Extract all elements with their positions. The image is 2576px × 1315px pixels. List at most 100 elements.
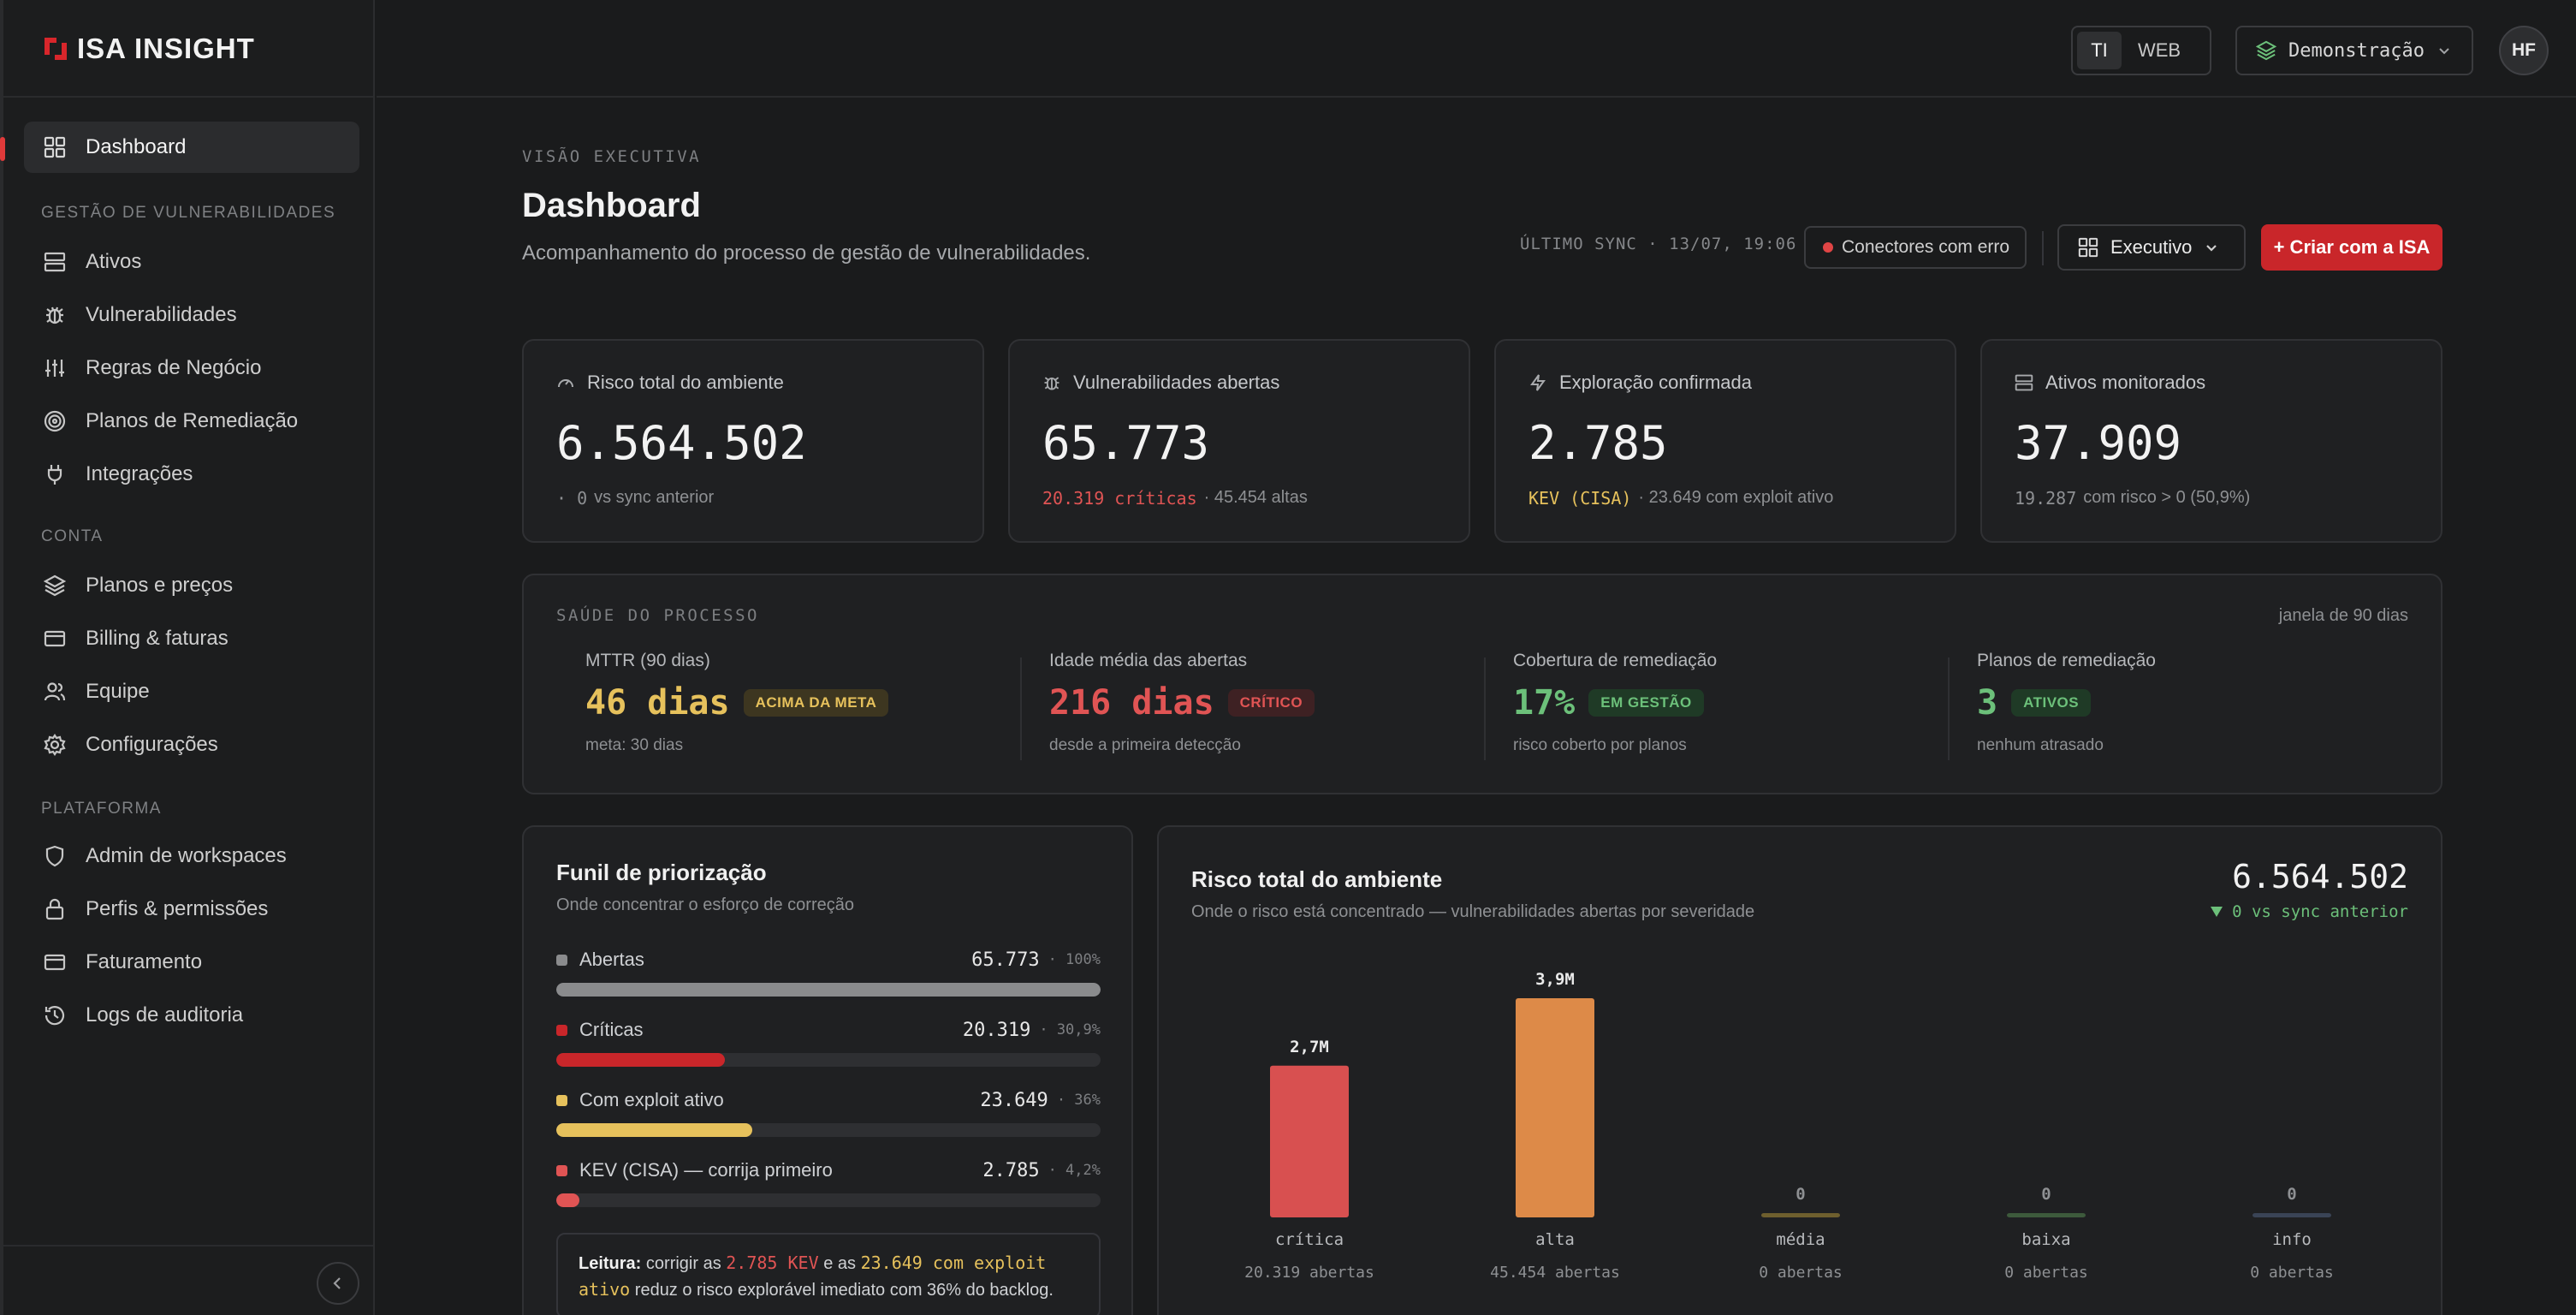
sidebar-item-planos-precos[interactable]: Planos e preços	[24, 560, 359, 611]
sliders-icon	[43, 356, 67, 380]
kpi-label: Risco total do ambiente	[556, 372, 784, 394]
sidebar-item-logs[interactable]: Logs de auditoria	[24, 990, 359, 1041]
sidebar-item-label: Billing & faturas	[86, 627, 229, 650]
risk-subtitle: Onde o risco está concentrado — vulnerab…	[1191, 902, 1755, 921]
sidebar-item-billing[interactable]: Billing & faturas	[24, 613, 359, 664]
category-label: crítica	[1275, 1230, 1344, 1249]
kpi-card-vulnerabilities[interactable]: Vulnerabilidades abertas 65.773 20.319 c…	[1008, 339, 1470, 543]
kpi-label-text: Ativos monitorados	[2045, 372, 2206, 393]
health-item-value: 216 dias	[1049, 683, 1214, 723]
status-badge: ATIVOS	[2011, 689, 2092, 717]
collapse-sidebar-button[interactable]	[317, 1262, 359, 1305]
connectors-error-chip[interactable]: Conectores com erro	[1804, 226, 2027, 269]
module-ti-toggle[interactable]: TI	[2077, 32, 2122, 69]
bar-4[interactable]	[2253, 1213, 2331, 1217]
health-item-sub: meta: 30 dias	[585, 736, 684, 754]
bar-0[interactable]	[1270, 1065, 1349, 1217]
risk-bar-chart: 2,7M crítica 20.319 abertas 3,9M alta 45.454 …	[1244, 970, 2334, 1282]
health-divider	[1484, 658, 1486, 760]
health-coverage: Cobertura de remediação 17% EM GESTÃO ris…	[1513, 651, 1958, 771]
view-selector-label: Executivo	[2110, 236, 2193, 258]
sidebar-item-dashboard[interactable]: Dashboard	[24, 122, 359, 173]
sidebar-item-faturamento[interactable]: Faturamento	[24, 937, 359, 988]
status-badge: ACIMA DA META	[743, 689, 889, 717]
nav-section-title: GESTÃO DE VULNERABILIDADES	[41, 204, 336, 222]
create-with-isa-button[interactable]: + Criar com a ISA	[2261, 224, 2442, 271]
risk-delta-text: 0 vs sync anterior	[2232, 902, 2408, 921]
sidebar-item-equipe[interactable]: Equipe	[24, 666, 359, 717]
category-sublabel: 0 abertas	[2250, 1264, 2334, 1282]
funnel-track	[556, 1123, 1101, 1137]
kpi-value: 65.773	[1042, 416, 1210, 470]
sidebar-item-label: Planos e preços	[86, 574, 234, 597]
sidebar-item-configuracoes[interactable]: Configurações	[24, 719, 359, 771]
bar-1[interactable]	[1516, 998, 1594, 1217]
status-badge: EM GESTÃO	[1588, 689, 1704, 717]
users-icon	[43, 680, 67, 704]
sidebar-item-planos-remediacao[interactable]: Planos de Remediação	[24, 396, 359, 447]
legend-swatch	[556, 954, 567, 966]
sidebar-divider	[3, 1245, 373, 1247]
sidebar-item-ativos[interactable]: Ativos	[24, 236, 359, 288]
nav-section-title: PLATAFORMA	[41, 800, 162, 818]
health-item-value: 3	[1977, 683, 1998, 723]
sidebar-item-regras[interactable]: Regras de Negócio	[24, 342, 359, 394]
funnel-reading: Leitura: corrigir as 2.785 KEV e as 23.6…	[556, 1233, 1101, 1315]
sidebar-item-label: Admin de workspaces	[86, 844, 287, 867]
category-sublabel: 0 abertas	[1759, 1264, 1843, 1282]
view-selector[interactable]: Executivo	[2057, 224, 2246, 271]
gauge-icon	[558, 379, 573, 388]
funnel-row[interactable]: Críticas 20.319 · 30,9%	[556, 1017, 1101, 1067]
layers-icon	[43, 574, 67, 598]
funnel-row-label: Críticas	[579, 1019, 644, 1040]
sidebar-item-vulnerabilidades[interactable]: Vulnerabilidades	[24, 289, 359, 341]
risk-title: Risco total do ambiente	[1191, 866, 1443, 892]
funnel-row[interactable]: Abertas 65.773 · 100%	[556, 947, 1101, 997]
credit-card-icon	[43, 950, 67, 974]
sidebar-item-label: Configurações	[86, 733, 218, 756]
status-badge: CRÍTICO	[1227, 689, 1315, 717]
server-icon	[2015, 374, 2033, 391]
health-item-label: Planos de remediação	[1977, 651, 2156, 670]
reading-text: reduz o risco explorável imediato com 36…	[634, 1281, 1054, 1300]
sidebar-item-integracoes[interactable]: Integrações	[24, 449, 359, 500]
brand-logo[interactable]: ISA INSIGHT	[41, 33, 255, 65]
bar-value-label: 0	[2041, 1185, 2051, 1204]
funnel-row[interactable]: Com exploit ativo 23.649 · 36%	[556, 1087, 1101, 1137]
risk-total: 6.564.502	[2232, 858, 2408, 896]
health-age: Idade média das abertas 216 dias CRÍTICO …	[1049, 651, 1494, 771]
sidebar-item-perfis[interactable]: Perfis & permissões	[24, 884, 359, 935]
kpi-label-text: Risco total do ambiente	[587, 372, 784, 393]
kpi-sub-text: com risco > 0 (50,9%)	[2083, 488, 2251, 507]
active-indicator	[0, 137, 5, 161]
workspace-selector[interactable]: Demonstração	[2235, 26, 2473, 75]
avatar[interactable]: HF	[2499, 26, 2549, 75]
layers-icon	[2256, 40, 2276, 61]
funnel-title: Funil de priorização	[556, 860, 767, 885]
reading-lead: Leitura:	[579, 1254, 642, 1273]
sidebar-item-label: Equipe	[86, 680, 150, 703]
bar-2[interactable]	[1761, 1213, 1840, 1217]
reading-text: e as	[823, 1254, 857, 1273]
sidebar: ISA INSIGHT Dashboard GESTÃO DE VULNERAB…	[0, 0, 375, 1315]
page-eyebrow: VISÃO EXECUTIVA	[522, 147, 702, 166]
sidebar-item-admin-workspaces[interactable]: Admin de workspaces	[24, 830, 359, 882]
module-web-toggle[interactable]: WEB	[2137, 39, 2181, 61]
lock-icon	[43, 897, 67, 921]
sidebar-divider	[3, 96, 373, 98]
health-item-label: Cobertura de remediação	[1513, 651, 1718, 670]
target-icon	[43, 409, 67, 433]
category-label: baixa	[2021, 1230, 2070, 1249]
funnel-row-count: 23.649	[980, 1089, 1048, 1111]
kpi-card-exploitation[interactable]: Exploração confirmada 2.785 KEV (CISA) ·…	[1494, 339, 1956, 543]
bar-3[interactable]	[2007, 1213, 2086, 1217]
process-health-card: SAÚDE DO PROCESSO janela de 90 dias MTTR…	[522, 574, 2442, 794]
kpi-sub: KEV (CISA) · 23.649 com exploit ativo	[1528, 488, 1833, 509]
funnel-row[interactable]: KEV (CISA) — corrija primeiro 2.785 · 4,2%	[556, 1157, 1101, 1207]
sidebar-item-label: Dashboard	[86, 135, 187, 158]
funnel-row-pct: · 30,9%	[1039, 1021, 1101, 1038]
sidebar-item-label: Planos de Remediação	[86, 409, 299, 432]
kpi-card-risk[interactable]: Risco total do ambiente 6.564.502 · 0 vs…	[522, 339, 984, 543]
kpi-sub-text: · 45.454 altas	[1203, 488, 1308, 507]
kpi-card-assets[interactable]: Ativos monitorados 37.909 19.287 com ris…	[1980, 339, 2442, 543]
